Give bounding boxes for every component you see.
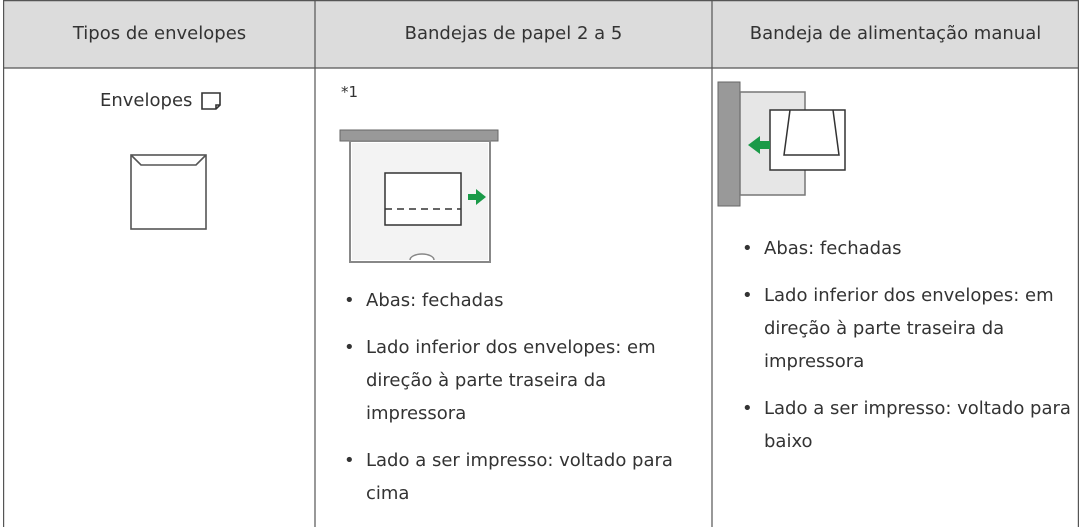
bullet-list: Abas: fechadas Lado inferior dos envelope…: [736, 232, 1076, 472]
bullet-item: Lado a ser impresso: voltado para baixo: [736, 392, 1076, 458]
bullet-item: Lado inferior dos envelopes: em direção …: [736, 279, 1076, 378]
header-cell: Tipos de envelopes: [72, 23, 247, 44]
header-cell: Bandeja de alimentação manual: [749, 23, 1042, 44]
bullet-item: Abas: fechadas: [338, 284, 708, 317]
bullet-item: Lado inferior dos envelopes: em direção …: [338, 331, 708, 430]
bullet-item: Abas: fechadas: [736, 232, 1076, 265]
bullet-item: Lado a ser impresso: voltado para cima: [338, 444, 708, 510]
envelope-type: Envelopes: [100, 90, 193, 111]
bullet-list: Abas: fechadas Lado inferior dos envelope…: [338, 284, 708, 524]
footnote-ref: *1: [341, 83, 359, 101]
header-cell: Bandejas de papel 2 a 5: [404, 23, 623, 44]
